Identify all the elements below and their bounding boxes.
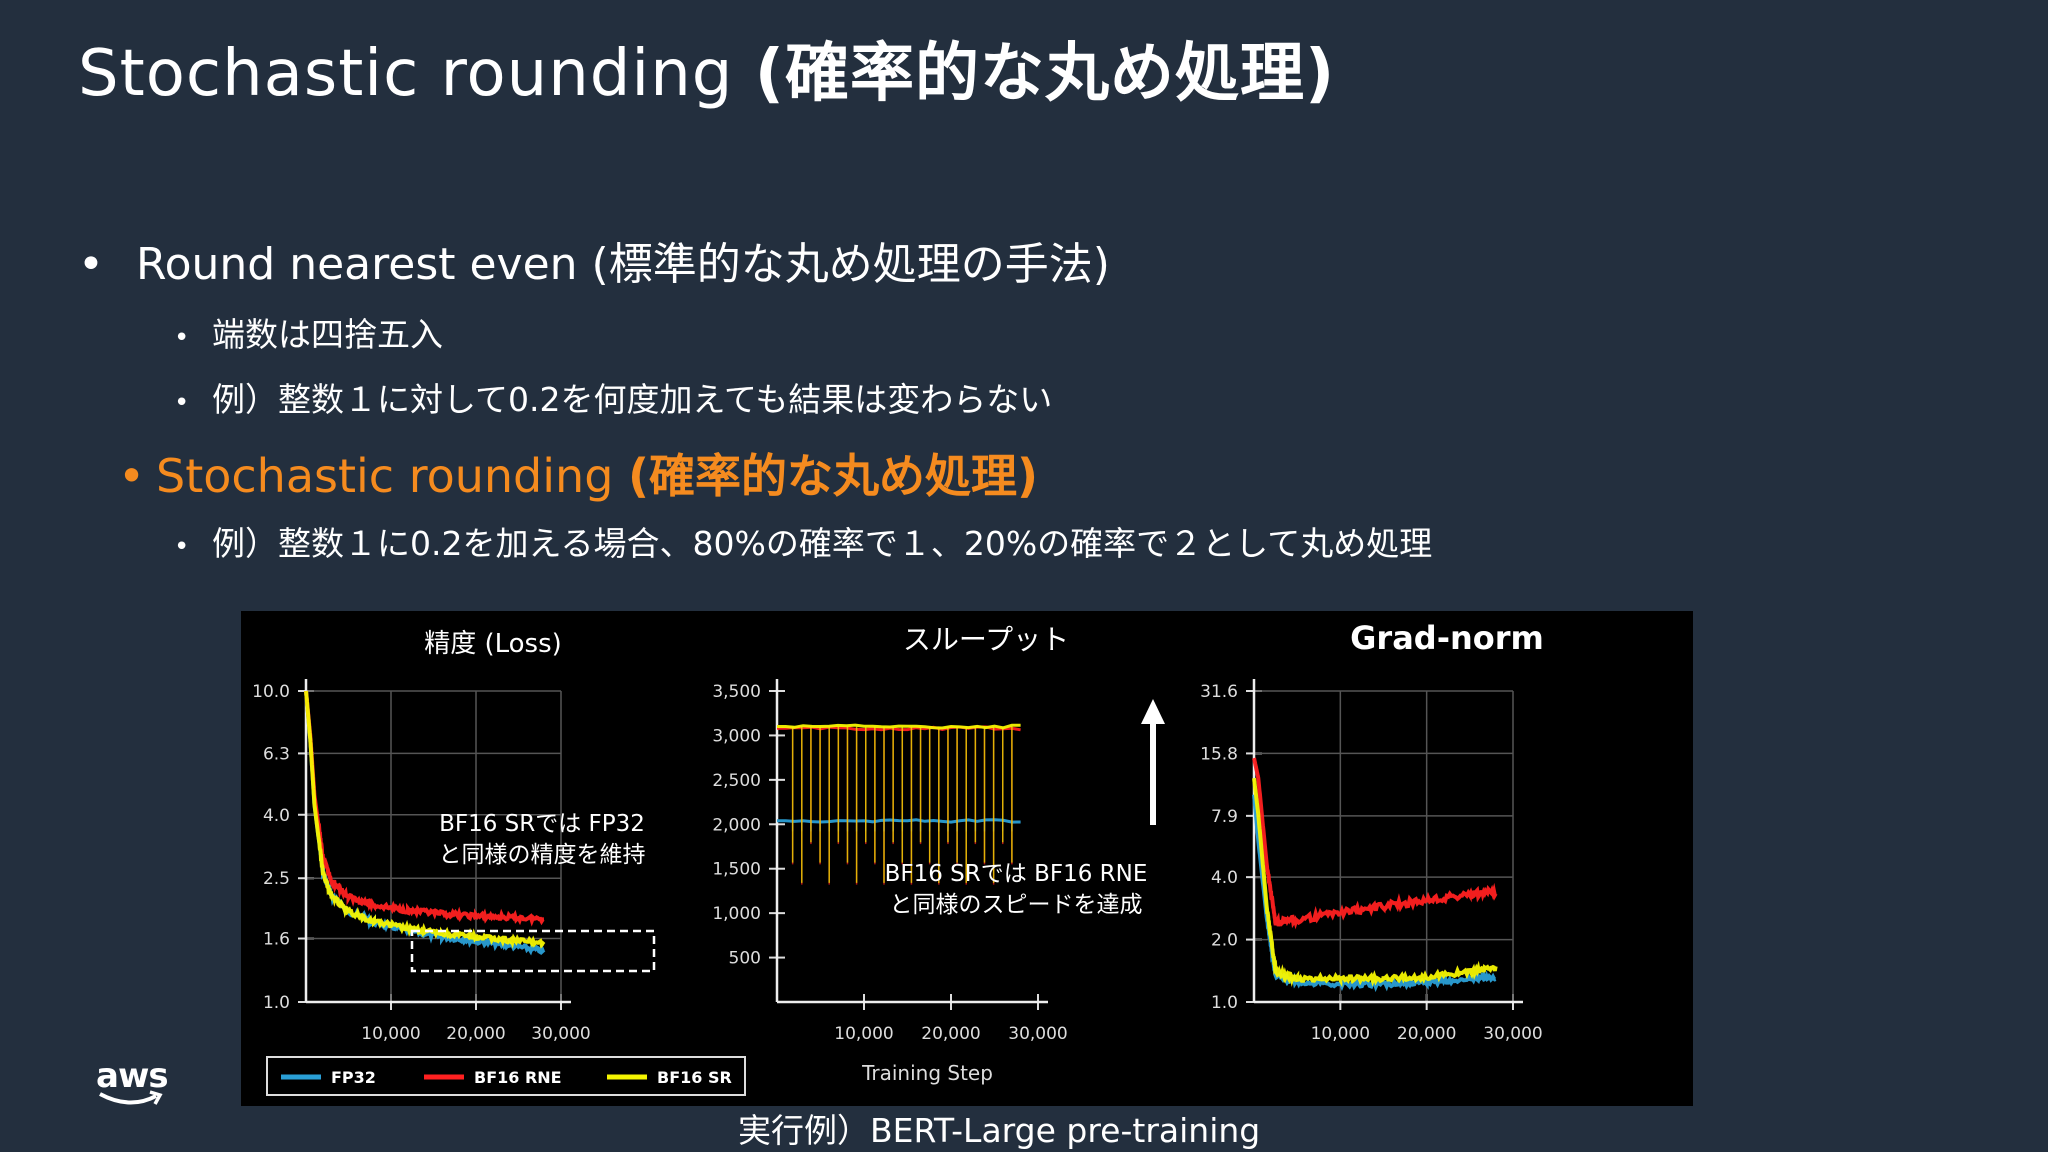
series-line-bf16-sr: [777, 723, 1021, 730]
bullet-dot: •: [174, 388, 190, 418]
y-tick-label: 1.6: [263, 930, 290, 950]
legend-box: [266, 1056, 746, 1096]
x-tick-label: 30,000: [531, 1024, 590, 1044]
slide-title: Stochastic rounding (確率的な丸め処理): [78, 22, 1335, 114]
y-tick-label: 3,500: [712, 682, 761, 702]
chart-title: スループット: [903, 623, 1069, 656]
charts-svg: 精度 (Loss) 10.0 6.3 4.0 2.5 1.6 1.0 10,000 20,000…: [252, 619, 1544, 1096]
bullet-dot: •: [174, 323, 190, 353]
y-tick-label: 2,000: [712, 815, 761, 835]
caption: 実行例）BERT-Large pre-training: [738, 1111, 1261, 1150]
title-en: Stochastic rounding: [78, 37, 755, 111]
x-tick-label: 30,000: [1483, 1024, 1542, 1044]
bullet-text-jp: (確率的な丸め処理): [628, 449, 1039, 503]
sub-bullet-example-sr: • 例）整数１に0.2を加える場合、80%の確率で１、20%の確率で２として丸め処…: [174, 517, 1432, 565]
up-arrow-head: [1141, 699, 1165, 724]
y-tick-label: 2.5: [263, 869, 290, 889]
chart-annotation: BF16 SRでは BF16 RNE: [885, 861, 1148, 887]
y-tick-label: 31.6: [1200, 682, 1238, 702]
x-axis-label: Training Step: [861, 1061, 993, 1085]
y-tick-label: 1,000: [712, 904, 761, 924]
series-line-bf16-rne: [1252, 757, 1498, 930]
bullet-text: 例）整数１に0.2を加える場合、80%の確率で１、20%の確率で２として丸め処理: [212, 524, 1433, 563]
y-tick-label: 4.0: [1211, 868, 1238, 888]
aws-smile-icon: [99, 1090, 163, 1105]
bullet-round-nearest-even: • Round nearest even (標準的な丸め処理の手法): [78, 228, 1110, 292]
bullet-text: 端数は四捨五入: [212, 315, 443, 354]
y-tick-label: 4.0: [263, 806, 290, 826]
x-tick-label: 20,000: [1397, 1024, 1456, 1044]
legend-label: BF16 RNE: [474, 1068, 562, 1087]
bullet-text: Round nearest even (標準的な丸め処理の手法): [136, 239, 1110, 290]
x-tick-label: 10,000: [834, 1024, 893, 1044]
y-tick-label: 2.0: [1211, 931, 1238, 951]
x-tick-label: 30,000: [1008, 1024, 1067, 1044]
legend-label: FP32: [331, 1068, 376, 1087]
legend-label: BF16 SR: [657, 1068, 732, 1087]
y-tick-label: 1.0: [263, 993, 290, 1013]
bullet-text: 例）整数１に対して0.2を何度加えても結果は変わらない: [212, 380, 1053, 419]
x-tick-label: 20,000: [921, 1024, 980, 1044]
chart-annotation: と同様の精度を維持: [439, 842, 646, 868]
chart-annotation: と同様のスピードを達成: [890, 892, 1143, 918]
y-tick-label: 7.9: [1211, 807, 1238, 827]
series-line-bf16-sr: [1252, 777, 1498, 988]
series-line-bf16-sr: [304, 690, 546, 949]
bullet-dot: •: [174, 532, 190, 562]
y-tick-label: 500: [729, 949, 761, 969]
sub-bullet-example-rne: • 例）整数１に対して0.2を何度加えても結果は変わらない: [174, 373, 1052, 421]
bullet-dot: •: [78, 239, 104, 290]
chart-panel: 精度 (Loss) 10.0 6.3 4.0 2.5 1.6 1.0 10,000 20,000…: [241, 611, 1693, 1106]
highlight-box: [410, 929, 656, 973]
y-tick-label: 15.8: [1200, 744, 1238, 764]
y-tick-label: 10.0: [252, 682, 290, 702]
series-line-bf16-rne: [304, 690, 545, 927]
chart-annotation: BF16 SRでは FP32: [439, 811, 645, 837]
bullet-text-en: Stochastic rounding: [156, 449, 629, 503]
bullet-dot: •: [118, 449, 146, 503]
y-tick-label: 1.0: [1211, 993, 1238, 1013]
sub-bullet-rounding: • 端数は四捨五入: [174, 308, 443, 356]
x-tick-label: 10,000: [1311, 1024, 1370, 1044]
y-tick-label: 3,000: [712, 726, 761, 746]
chart-title: 精度 (Loss): [424, 629, 562, 659]
y-tick-label: 1,500: [712, 860, 761, 880]
y-tick-label: 6.3: [263, 744, 290, 764]
aws-logo: aws: [96, 1056, 169, 1096]
x-tick-label: 10,000: [361, 1024, 420, 1044]
x-tick-label: 20,000: [446, 1024, 505, 1044]
series-line-fp32: [777, 818, 1021, 824]
bullet-stochastic-rounding: • Stochastic rounding (確率的な丸め処理): [118, 440, 1038, 506]
y-tick-label: 2,500: [712, 771, 761, 791]
title-jp: (確率的な丸め処理): [754, 37, 1336, 111]
series-line-fp32: [1252, 794, 1497, 993]
chart-title: Grad-norm: [1350, 619, 1544, 657]
